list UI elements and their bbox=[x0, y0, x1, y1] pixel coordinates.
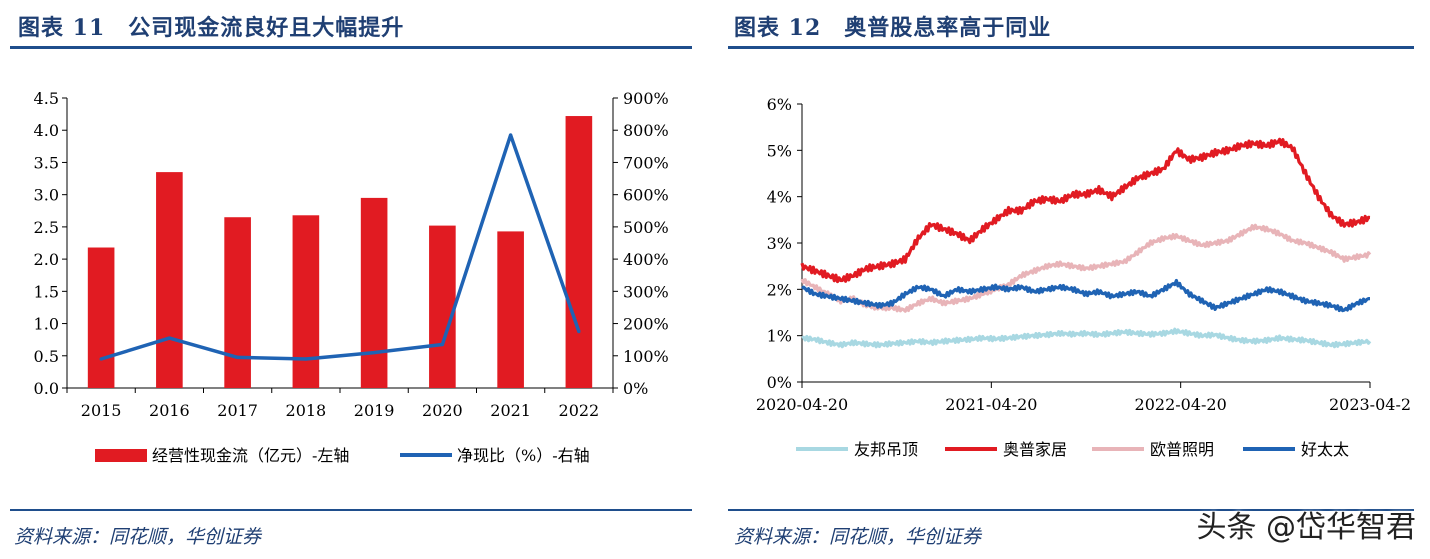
y-left-tick-label: 1.0 bbox=[34, 315, 59, 334]
x-tick-label: 2022 bbox=[559, 401, 600, 420]
y-left-tick-label: 4.5 bbox=[34, 89, 59, 108]
right-title-rule bbox=[728, 46, 1414, 49]
yield-y-tick-label: 0% bbox=[767, 373, 792, 392]
cash-ratio-point bbox=[440, 342, 444, 347]
yield-line-3 bbox=[800, 278, 1371, 313]
yield-legend-label: 奥普家居 bbox=[1003, 440, 1067, 459]
yield-y-tick-label: 1% bbox=[767, 327, 792, 346]
cash-ratio-point bbox=[236, 355, 240, 359]
y-right-tick-label: 600% bbox=[623, 186, 669, 205]
left-panel-title: 图表 11 公司现金流良好且大幅提升 bbox=[18, 15, 405, 41]
watermark: 头条 @岱华智君 bbox=[1196, 510, 1416, 545]
yield-y-tick-label: 6% bbox=[767, 95, 792, 114]
legend-label-bar: 经营性现金流（亿元）-左轴 bbox=[152, 446, 349, 465]
left-bottom-rule bbox=[10, 509, 692, 511]
right-bottom-rule bbox=[728, 509, 1414, 511]
yield-x-tick-label: 2020-04-20 bbox=[756, 395, 848, 414]
y-left-tick-label: 4.0 bbox=[34, 121, 59, 140]
y-left-tick-label: 0.5 bbox=[34, 347, 59, 366]
x-tick-label: 2017 bbox=[217, 401, 258, 420]
yield-x-tick-label: 2023-04-2 bbox=[1329, 395, 1411, 414]
left-title-rule bbox=[10, 46, 692, 49]
cashflow-bar bbox=[497, 231, 524, 388]
y-right-tick-label: 500% bbox=[623, 218, 669, 237]
y-right-tick-label: 0% bbox=[623, 379, 648, 398]
right-panel-title: 图表 12 奥普股息率高于同业 bbox=[734, 15, 1052, 41]
yield-legend-label: 好太太 bbox=[1301, 440, 1349, 459]
legend-swatch-bar bbox=[95, 449, 147, 462]
yield-line-0 bbox=[801, 327, 1372, 349]
cash-ratio-point bbox=[509, 133, 513, 137]
cashflow-bar bbox=[292, 215, 320, 388]
y-left-tick-label: 3.0 bbox=[34, 186, 59, 205]
yield-legend-label: 友邦吊顶 bbox=[854, 440, 918, 459]
cash-ratio-point bbox=[372, 350, 376, 355]
right-source-note: 资料来源：同花顺，华创证券 bbox=[734, 526, 982, 548]
cashflow-bar bbox=[565, 116, 593, 389]
cashflow-bar bbox=[360, 197, 388, 388]
x-tick-label: 2015 bbox=[81, 401, 122, 420]
yield-y-tick-label: 5% bbox=[767, 141, 792, 160]
x-tick-label: 2020 bbox=[422, 401, 463, 420]
y-left-tick-label: 1.5 bbox=[34, 282, 59, 301]
y-right-tick-label: 900% bbox=[623, 89, 669, 108]
cash-ratio-line bbox=[100, 133, 581, 361]
cashflow-bar bbox=[87, 247, 115, 388]
cash-ratio-point bbox=[99, 357, 103, 361]
yield-legend-label: 欧普照明 bbox=[1150, 440, 1214, 459]
yield-y-tick-label: 3% bbox=[767, 234, 792, 253]
yield-y-tick-label: 4% bbox=[767, 188, 792, 207]
left-source-note: 资料来源：同花顺，华创证券 bbox=[14, 526, 262, 548]
x-tick-label: 2016 bbox=[149, 401, 190, 420]
yield-x-tick-label: 2021-04-20 bbox=[945, 395, 1037, 414]
x-tick-label: 2018 bbox=[286, 401, 327, 420]
y-left-tick-label: 2.0 bbox=[34, 250, 59, 269]
y-left-tick-label: 3.5 bbox=[34, 153, 59, 172]
y-left-tick-label: 0.0 bbox=[34, 379, 59, 398]
cashflow-bar bbox=[156, 172, 183, 388]
y-right-tick-label: 800% bbox=[623, 121, 669, 140]
cashflow-bar bbox=[429, 225, 456, 388]
y-right-tick-label: 300% bbox=[623, 282, 669, 301]
y-right-tick-label: 100% bbox=[623, 347, 669, 366]
yield-line-2 bbox=[800, 223, 1372, 313]
y-right-tick-label: 200% bbox=[623, 315, 669, 334]
legend-label-line: 净现比（%）-右轴 bbox=[457, 446, 590, 465]
cash-ratio-point bbox=[577, 330, 581, 334]
yield-x-tick-label: 2022-04-20 bbox=[1135, 395, 1227, 414]
cashflow-bar bbox=[224, 217, 251, 388]
x-tick-label: 2019 bbox=[354, 401, 395, 420]
y-right-tick-label: 400% bbox=[623, 250, 669, 269]
cash-ratio-point bbox=[167, 336, 171, 340]
yield-line-1 bbox=[800, 137, 1371, 284]
x-tick-label: 2021 bbox=[490, 401, 531, 420]
yield-y-tick-label: 2% bbox=[767, 280, 792, 299]
cash-ratio-point bbox=[304, 357, 308, 361]
y-right-tick-label: 700% bbox=[623, 153, 669, 172]
y-left-tick-label: 2.5 bbox=[34, 218, 59, 237]
